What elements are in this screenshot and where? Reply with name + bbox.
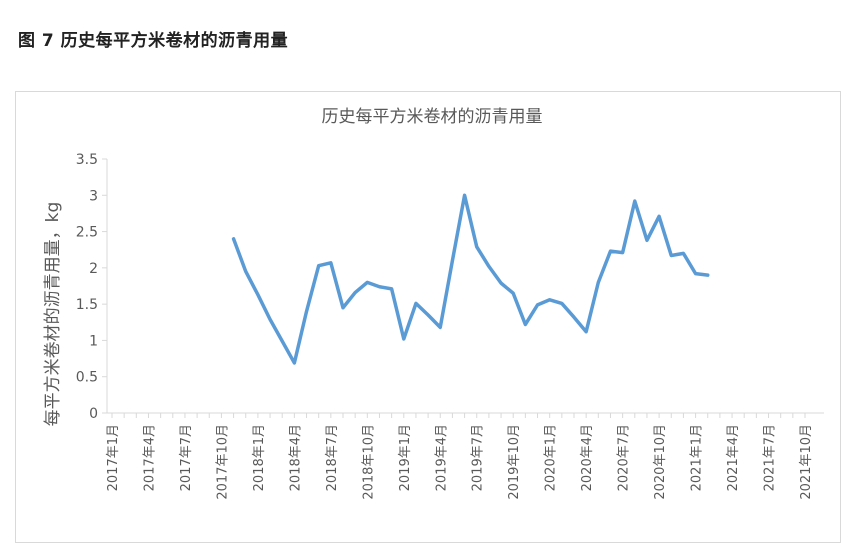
x-tick-label: 2017年7月	[179, 424, 194, 491]
y-tick-label: 2	[89, 261, 98, 277]
x-tick-label: 2021年7月	[763, 424, 778, 491]
x-tick-label: 2020年4月	[580, 424, 595, 491]
x-tick-label: 2019年4月	[434, 424, 449, 491]
series-line	[231, 193, 710, 365]
x-tick-label: 2019年1月	[398, 424, 413, 491]
y-axis: 0 0.5 1 1.5 2 2.5 3 3.5	[76, 152, 108, 422]
y-tick-label: 0.5	[76, 370, 98, 386]
x-tick-label: 2018年1月	[252, 424, 267, 491]
x-tick-label: 2021年1月	[690, 424, 705, 491]
figure-caption: 图 7 历史每平方米卷材的沥青用量	[18, 31, 289, 51]
x-tick-label: 2020年7月	[617, 424, 632, 491]
x-tick-label: 2017年1月	[106, 424, 121, 491]
chart-title: 历史每平方米卷材的沥青用量	[322, 107, 543, 127]
x-tick-label: 2017年4月	[142, 424, 157, 491]
x-tick-label: 2018年10月	[361, 424, 376, 500]
x-tick-label: 2020年1月	[544, 424, 559, 491]
x-tick-label: 2021年4月	[726, 424, 741, 491]
y-tick-label: 1	[89, 333, 98, 349]
y-tick-label: 1.5	[76, 297, 98, 313]
x-tick-label: 2018年7月	[325, 424, 340, 491]
x-tick-label: 2020年10月	[653, 424, 668, 500]
chart-frame: 历史每平方米卷材的沥青用量 每平方米卷材的沥青用量，kg 0 0.5 1 1.5 2 2.…	[15, 91, 841, 543]
line-chart: 历史每平方米卷材的沥青用量 每平方米卷材的沥青用量，kg 0 0.5 1 1.5 2 2.…	[43, 107, 824, 500]
x-tick-label: 2017年10月	[215, 424, 230, 500]
y-tick-label: 0	[89, 406, 98, 422]
x-tick-label: 2019年7月	[471, 424, 486, 491]
x-tick-label: 2019年10月	[507, 424, 522, 500]
x-tick-label: 2018年4月	[288, 424, 303, 491]
y-tick-label: 3.5	[76, 152, 98, 168]
x-tick-label: 2021年10月	[799, 424, 814, 500]
y-axis-label: 每平方米卷材的沥青用量，kg	[43, 202, 63, 427]
series-layer	[231, 193, 710, 365]
y-tick-label: 3	[89, 188, 98, 204]
y-tick-label: 2.5	[76, 225, 98, 241]
x-axis: 2017年1月 2017年4月 2017年7月 2017年10月 2018年1月 2018…	[106, 412, 824, 500]
